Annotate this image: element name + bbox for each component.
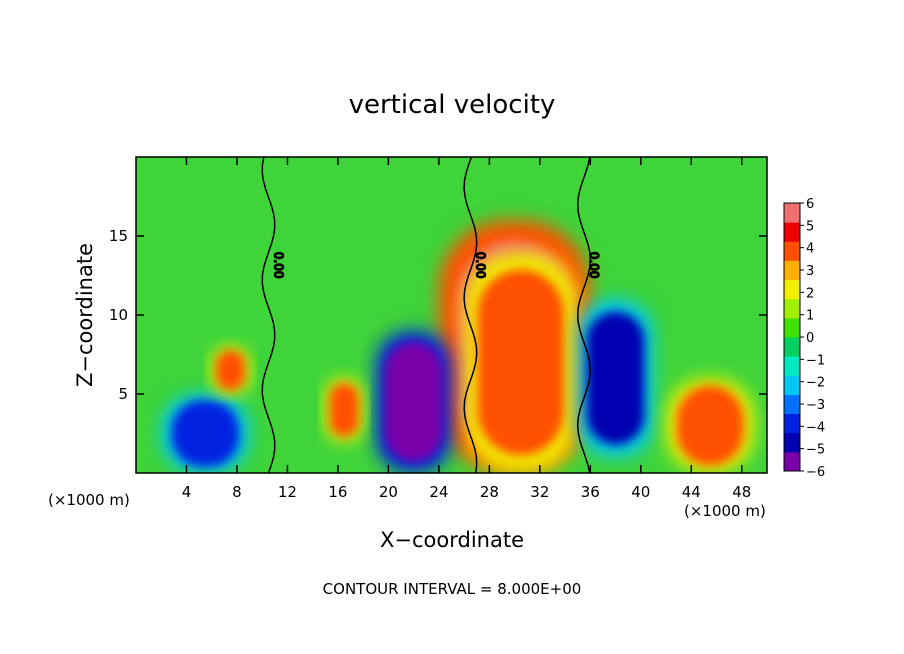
y-tick-label: 15 — [109, 227, 128, 245]
contour-label-1: 0.00 — [473, 252, 487, 279]
colorbar-tick-label: −3 — [806, 398, 825, 413]
zero-contour-0 — [261, 157, 276, 473]
x-unit-left: (×1000 m) — [48, 491, 130, 509]
y-tick-label: 10 — [109, 306, 128, 324]
y-axis-label: Z−coordinate — [73, 243, 97, 387]
colorbar-tick-label: −4 — [806, 420, 825, 435]
contour-label-0: 0.00 — [272, 252, 286, 279]
colorbar-swatch — [784, 394, 800, 415]
zero-contour-1 — [463, 157, 478, 473]
colorbar-swatch — [784, 317, 800, 338]
x-tick-label: 48 — [732, 483, 751, 501]
colorbar-swatch — [784, 451, 800, 472]
colorbar: 6 5 4 3 2 1 0 −1 −2 −3 −4 −5 −6 — [783, 197, 825, 480]
contour-interval-note: CONTOUR INTERVAL = 8.000E+00 — [323, 580, 582, 598]
colorbar-tick-label: 5 — [806, 219, 814, 234]
x-tick-label: 20 — [379, 483, 398, 501]
colorbar-tick-label: 2 — [806, 286, 814, 301]
colorbar-tick-label: −2 — [806, 376, 825, 391]
plot-area: 0.00 0.00 0.00 — [136, 157, 767, 473]
x-tick-label: 44 — [682, 483, 701, 501]
y-tick-label: 5 — [118, 385, 128, 403]
x-axis-label: X−coordinate — [380, 528, 524, 552]
colorbar-tick-label: 1 — [806, 309, 814, 324]
field-cell-6 — [329, 383, 359, 437]
colorbar-tick-label: −5 — [806, 443, 825, 458]
colorbar-tick-label: −6 — [806, 465, 825, 480]
colorbar-swatch — [784, 279, 800, 300]
y-axis: 5 10 15 — [109, 227, 767, 403]
x-tick-label: 28 — [480, 483, 499, 501]
colorbar-tick-label: 6 — [806, 197, 814, 212]
colorbar-tick-label: 0 — [806, 331, 814, 346]
x-tick-label: 32 — [530, 483, 549, 501]
colorbar-tick-label: −1 — [806, 353, 825, 368]
colorbar-swatch — [784, 298, 800, 319]
field-cell-2 — [384, 342, 443, 462]
x-axis: 4 8 12 16 20 24 28 32 36 40 44 48 — [182, 157, 751, 501]
colorbar-swatch — [784, 356, 800, 376]
colorbar-tick-label: 4 — [806, 242, 814, 257]
colorbar-tick-label: 3 — [806, 264, 814, 279]
colorbar-swatch — [784, 203, 800, 223]
colorbar-swatch — [784, 413, 800, 434]
field-cell-7 — [676, 385, 744, 466]
field-cell-4 — [171, 400, 239, 467]
colorbar-swatch — [784, 375, 800, 395]
colorbar-swatch — [784, 337, 800, 357]
field-cell-5 — [216, 350, 246, 391]
field-cell-1 — [477, 269, 565, 456]
velocity-field — [161, 220, 755, 473]
x-tick-label: 40 — [631, 483, 650, 501]
contour-lines: 0.00 0.00 0.00 — [261, 157, 602, 473]
x-tick-label: 12 — [278, 483, 297, 501]
x-tick-label: 36 — [581, 483, 600, 501]
chart-title: vertical velocity — [349, 90, 556, 120]
zero-contour-2 — [576, 157, 592, 473]
colorbar-swatch — [784, 241, 800, 261]
colorbar-swatch — [784, 260, 800, 281]
x-tick-label: 16 — [328, 483, 347, 501]
x-tick-label: 4 — [182, 483, 192, 501]
colorbar-swatch — [784, 432, 800, 453]
field-cell-3 — [586, 311, 645, 445]
x-unit-right: (×1000 m) — [684, 502, 766, 520]
contour-label-2: 0.00 — [587, 252, 601, 279]
x-tick-label: 8 — [232, 483, 242, 501]
x-tick-label: 24 — [429, 483, 448, 501]
colorbar-swatch — [784, 222, 800, 242]
